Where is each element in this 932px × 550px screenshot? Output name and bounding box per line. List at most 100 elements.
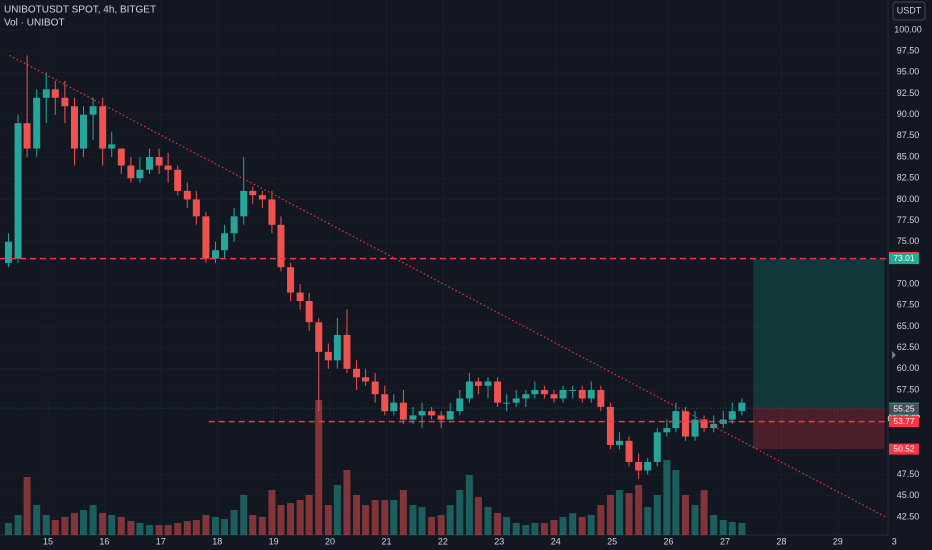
candle-body (738, 402, 746, 412)
currency-label: USDT (897, 5, 922, 15)
candle-body (653, 432, 661, 462)
volume-bar (644, 507, 652, 535)
candle-body (691, 419, 699, 437)
volume-bar (230, 510, 238, 535)
volume-bar (277, 505, 285, 535)
y-tick-label: 80.00 (897, 194, 920, 204)
volume-bar (14, 515, 22, 535)
candle-body (42, 89, 50, 98)
volume-bar (587, 515, 595, 535)
x-tick-label: 20 (325, 536, 335, 546)
x-tick-label: 23 (494, 536, 504, 546)
volume-bar (672, 470, 680, 535)
currency-button[interactable] (892, 1, 926, 21)
volume-bar (343, 470, 351, 535)
volume-bar (465, 475, 473, 535)
y-tick-label: 92.50 (897, 88, 920, 98)
volume-bar (371, 500, 379, 535)
candle-body (117, 148, 125, 166)
candle-body (343, 334, 351, 369)
x-tick-label: 24 (551, 536, 561, 546)
volume-bar (531, 523, 539, 535)
candle-body (61, 97, 69, 107)
volume-bar (606, 495, 614, 535)
candle-body (164, 165, 172, 170)
volume-bar (324, 505, 332, 535)
price-tag (889, 253, 919, 265)
candle-body (672, 411, 680, 429)
volume-bar (174, 523, 182, 535)
candle-body (174, 169, 182, 191)
candle-body (428, 411, 436, 416)
candle-body (230, 216, 238, 234)
candle-body (418, 411, 426, 416)
candle-body (146, 157, 154, 170)
volume-bar (635, 485, 643, 535)
price-tag-label: 73.01 (893, 253, 915, 263)
candle-body (183, 190, 191, 200)
candle-body (127, 165, 135, 179)
volume-bar (503, 517, 511, 535)
volume-bar (474, 497, 482, 535)
volume-bar (117, 517, 125, 535)
x-tick-label: 15 (43, 536, 53, 546)
volume-bar (127, 521, 135, 535)
volume-bar (249, 515, 257, 535)
x-tick-label: 3 (892, 536, 897, 546)
volume-bar (484, 507, 492, 535)
volume-bar (258, 517, 266, 535)
volume-bar (691, 505, 699, 535)
x-tick-label: 26 (664, 536, 674, 546)
candle-body (296, 292, 304, 302)
volume-bar (559, 517, 567, 535)
candle-body (456, 398, 464, 412)
volume-bar (99, 513, 107, 535)
x-tick-label: 28 (776, 536, 786, 546)
candle-body (597, 389, 605, 407)
plot (0, 54, 888, 535)
candle-body (578, 389, 586, 399)
candle-body (409, 415, 417, 420)
volume-bar (202, 515, 210, 535)
candle-body (371, 381, 379, 395)
candle-body (390, 402, 398, 412)
candle-body (381, 394, 389, 412)
y-tick-label: 95.00 (897, 67, 920, 77)
candle-body (305, 301, 313, 323)
trendline (9, 54, 887, 518)
volume-bar (287, 503, 295, 535)
volume-bar (663, 460, 671, 535)
volume-bar (456, 490, 464, 535)
volume-bar (268, 490, 276, 535)
volume-bar (512, 523, 520, 535)
volume-bar (136, 523, 144, 535)
candle-body (258, 195, 266, 200)
y-tick-label: 42.50 (897, 511, 920, 521)
volume-bar (212, 517, 220, 535)
candle-body (663, 428, 671, 433)
candle-body (399, 402, 407, 420)
candle-body (681, 411, 689, 437)
candle-body (192, 199, 200, 217)
y-tick-label: 87.50 (897, 130, 920, 140)
chart-title: UNIBOTUSDT SPOT, 4h, BITGET (4, 5, 156, 16)
candle-body (353, 368, 361, 378)
volume-bar (615, 490, 623, 535)
x-tick-label: 18 (212, 536, 222, 546)
candle-body (494, 381, 502, 403)
volume-bar (315, 400, 323, 535)
candle-body (70, 106, 78, 149)
volume-bar (681, 495, 689, 535)
volume-bar (51, 520, 59, 535)
volume-bar (4, 523, 12, 535)
y-tick-label: 77.50 (897, 215, 920, 225)
volume-bar (625, 493, 633, 535)
volume-bar (108, 515, 116, 535)
scroll-arrow[interactable] (892, 351, 896, 359)
volume-bar (418, 507, 426, 535)
candle-body (728, 411, 736, 420)
candle-body (540, 389, 548, 395)
volume-bar (710, 515, 718, 535)
candle-body (333, 334, 341, 361)
